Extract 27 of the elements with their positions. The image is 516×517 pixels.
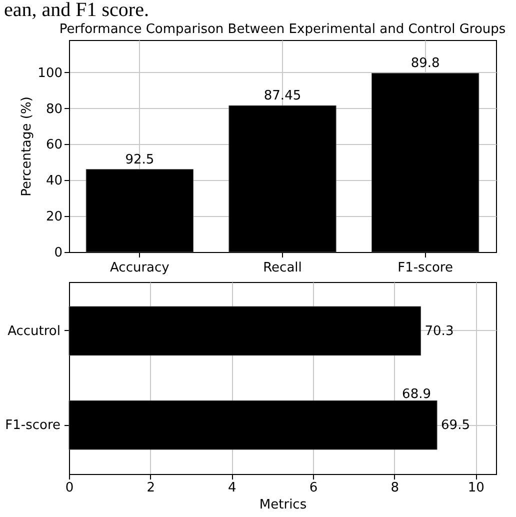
annotation: 70.3 xyxy=(424,324,454,339)
x-tick-label: Accuracy xyxy=(110,260,170,276)
x-tick-label: F1-score xyxy=(398,260,453,276)
x-tick-label: Recall xyxy=(263,260,302,276)
x-axis-title: Metrics xyxy=(259,498,307,512)
y-tick-label: 20 xyxy=(46,210,62,225)
y-tick-label: 60 xyxy=(46,138,62,153)
y-tick-label: 100 xyxy=(38,66,62,81)
x-tick-label: 6 xyxy=(309,480,318,496)
annotation: 87.45 xyxy=(264,88,302,104)
x-tick-label: 8 xyxy=(390,480,399,496)
y-tick-label: 40 xyxy=(46,174,62,189)
annotation: 68.9 xyxy=(402,387,432,402)
x-tick-label: 4 xyxy=(228,480,236,496)
y-axis-title: Percentage (%) xyxy=(20,96,35,196)
y-tick-label: 0 xyxy=(54,246,62,260)
y-tick-label: Accutrol xyxy=(8,324,60,339)
y-tick-label: 80 xyxy=(46,102,62,117)
annotation: 69.5 xyxy=(441,418,470,434)
chart-title: Performance Comparison Between Experimental and Control Groups xyxy=(59,22,506,37)
text: ean, and F1 score. xyxy=(4,0,149,21)
annotation: 92.5 xyxy=(125,152,154,168)
x-tick-label: 2 xyxy=(146,480,155,496)
x-tick-label: 0 xyxy=(65,480,74,496)
x-tick-label: 10 xyxy=(468,480,484,496)
annotation: 89.8 xyxy=(410,56,440,72)
y-tick-label: F1-score xyxy=(5,418,60,434)
